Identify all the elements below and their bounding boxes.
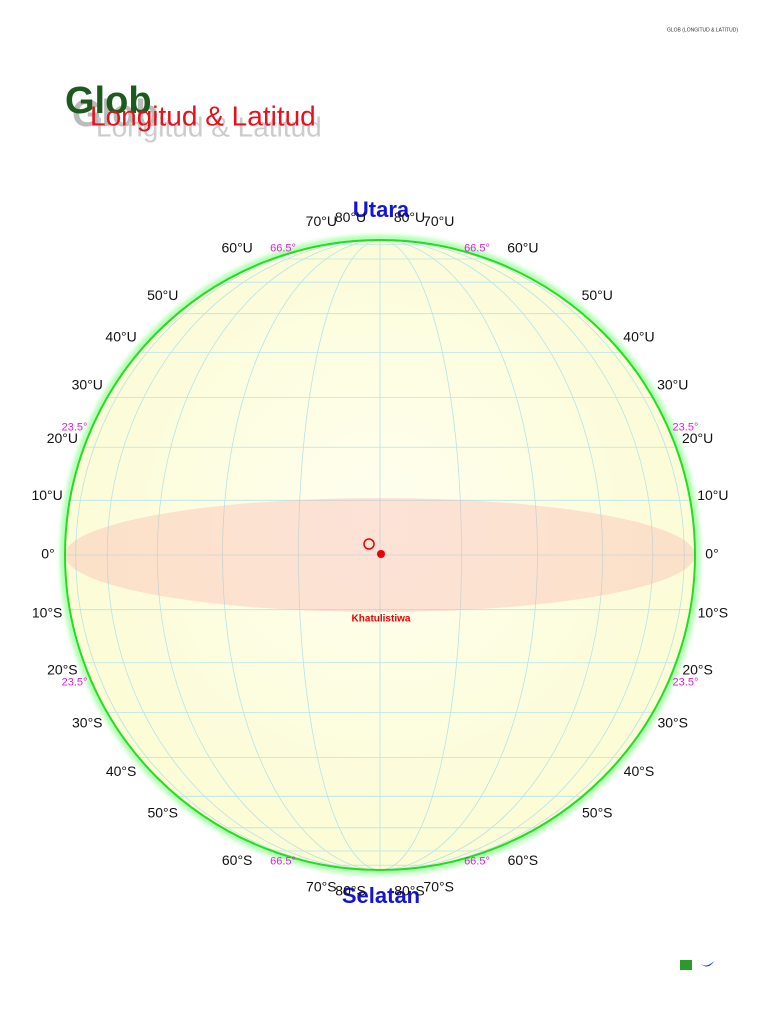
latitude-label: 20°U [682,430,713,446]
north-label: Utara [353,197,410,222]
title-shadow: Glob [72,93,159,135]
latitude-label: 80°S [394,882,425,898]
tropic-label: 23.5° [62,677,88,689]
polar-label: 66.5° [270,855,296,867]
latitude-label: 30°S [657,715,688,731]
latitude-label: 10°S [698,604,729,620]
polar-label: 66.5° [270,242,296,254]
latitude-label: 40°S [624,763,655,779]
latitude-label: 70°S [423,879,454,895]
latitude-label: 80°U [394,209,425,225]
polar-label: 66.5° [464,855,490,867]
latitude-label: 30°U [657,377,688,393]
tropic-label: 23.5° [673,421,699,433]
latitude-label: 40°U [105,328,136,344]
latitude-label: 20°S [682,661,713,677]
globe-glow [60,235,700,875]
latitude-label: 60°S [508,852,539,868]
equator-name: Khatulistiwa [352,614,411,625]
latitude-label: 50°U [147,287,178,303]
equator-label-left: 0° [41,546,54,562]
latitude-label: 20°U [47,430,78,446]
logo [680,960,692,970]
latitude-label: 40°U [623,328,654,344]
latitude-label: 80°S [335,882,366,898]
tropic-label: 23.5° [62,421,88,433]
latitude-label: 20°S [47,661,78,677]
globe-outline [64,239,696,871]
latitude-label: 60°S [222,852,253,868]
latitude-label: 50°S [147,805,178,821]
latitude-label: 80°U [335,209,366,225]
latitude-label: 70°S [306,879,337,895]
latitude-label: 50°U [582,287,613,303]
south-label: Selatan [342,883,420,908]
latitude-label: 50°S [582,805,613,821]
tropic-label: 23.5° [673,677,699,689]
latitude-label: 60°U [507,239,538,255]
center-dot [377,550,385,558]
title-main: Glob [65,80,152,122]
latitude-label: 10°U [697,487,728,503]
latitude-label: 60°U [222,239,253,255]
latitude-label: 10°U [31,487,62,503]
footer-logos [680,960,714,970]
center-marker [363,538,375,550]
latitude-label: 40°S [106,763,137,779]
equator-label-right: 0° [705,546,718,562]
latitude-label: 70°U [423,213,454,229]
latitude-label: 70°U [306,213,337,229]
latitude-label: 10°S [32,604,63,620]
latitude-label: 30°S [72,715,103,731]
latitude-label: 30°U [72,377,103,393]
polar-label: 66.5° [464,242,490,254]
subtitle: Longitud & Latitud [90,100,316,131]
logo [700,961,714,967]
header-code: GLOB (LONGITUD & LATITUD) [667,27,738,33]
subtitle-shadow: Longitud & Latitud [96,111,322,142]
